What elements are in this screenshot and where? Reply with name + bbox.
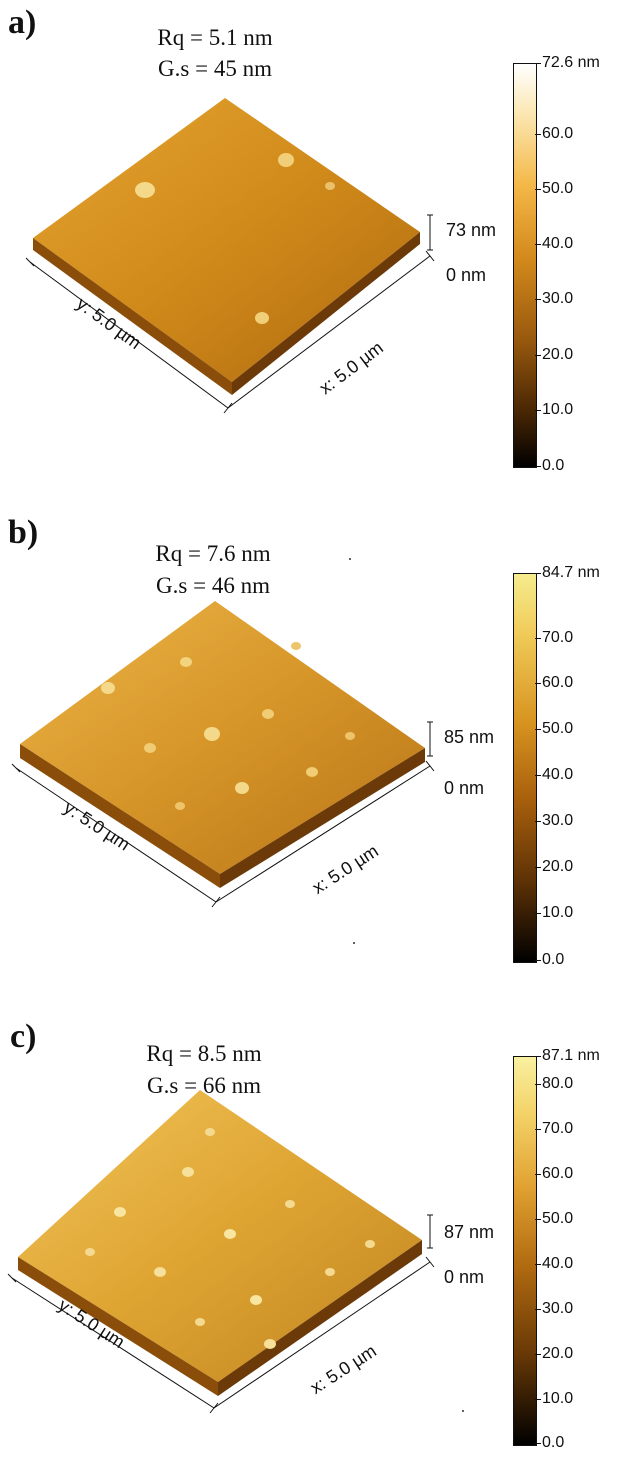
colorbar-tick bbox=[535, 410, 541, 411]
colorbar-tick-label: 50.0 bbox=[542, 1210, 574, 1227]
colorbar-tick bbox=[535, 1309, 541, 1310]
colorbar-tick bbox=[535, 1056, 541, 1057]
axis-lines bbox=[25, 214, 435, 414]
surface-side-left bbox=[33, 238, 232, 395]
x-axis-label: x: 5.0 µm bbox=[315, 337, 386, 398]
colorbar-tick-label: 20.0 bbox=[542, 858, 574, 875]
speck bbox=[349, 558, 351, 560]
colorbar-tick-label: 40.0 bbox=[542, 1255, 574, 1272]
panel-label: b) bbox=[8, 514, 39, 551]
colorbar-tick-label: 40.0 bbox=[542, 235, 574, 252]
speck bbox=[353, 942, 355, 944]
colorbar-tick bbox=[535, 134, 541, 135]
colorbar-max-label: 87.1 nm bbox=[542, 1047, 600, 1064]
colorbar-tick-label: 80.0 bbox=[542, 1075, 574, 1092]
colorbar-tick-label: 60.0 bbox=[542, 125, 574, 142]
colorbar-tick bbox=[535, 1084, 541, 1085]
afm-panel-b: b) Rq = 7.6 nm G.s = 46 nm bbox=[0, 486, 624, 972]
colorbar-tick bbox=[535, 189, 541, 190]
surface-top bbox=[20, 601, 425, 874]
colorbar-tick bbox=[535, 466, 541, 467]
afm-3d-surface: y: 5.0 µm x: 5.0 µm bbox=[7, 1090, 435, 1414]
colorbar bbox=[513, 573, 537, 963]
colorbar-tick bbox=[535, 63, 541, 64]
z-min-label: 0 nm bbox=[444, 778, 485, 798]
colorbar-tick-label: 50.0 bbox=[542, 720, 574, 737]
colorbar-tick-label: 60.0 bbox=[542, 674, 574, 691]
colorbar-tick bbox=[535, 1264, 541, 1265]
colorbar-tick bbox=[535, 729, 541, 730]
colorbar-tick-label: 0.0 bbox=[542, 951, 565, 968]
z-max-label: 87 nm bbox=[444, 1222, 495, 1242]
grain-size-value: G.s = 45 nm bbox=[158, 56, 272, 81]
z-min-label: 0 nm bbox=[446, 265, 487, 285]
colorbar-tick bbox=[535, 821, 541, 822]
colorbar-tick-label: 0.0 bbox=[542, 1434, 565, 1451]
colorbar-tick bbox=[535, 299, 541, 300]
colorbar-tick-label: 20.0 bbox=[542, 1345, 574, 1362]
surface-top bbox=[18, 1090, 422, 1382]
colorbar-max-label: 84.7 nm bbox=[542, 564, 600, 581]
colorbar-tick bbox=[535, 573, 541, 574]
colorbar-tick-label: 10.0 bbox=[542, 401, 574, 418]
surface-top bbox=[33, 98, 420, 382]
colorbar-tick bbox=[535, 960, 541, 961]
colorbar-tick bbox=[535, 638, 541, 639]
colorbar-tick-label: 60.0 bbox=[542, 1165, 574, 1182]
afm-3d-surface: y: 5.0 µm x: 5.0 µm bbox=[25, 98, 435, 414]
colorbar bbox=[513, 1056, 537, 1446]
afm-3d-surface: y: 5.0 µm x: 5.0 µm bbox=[11, 601, 435, 908]
surface-side-right bbox=[218, 1240, 422, 1396]
x-axis-label: x: 5.0 µm bbox=[309, 841, 382, 898]
colorbar-tick-label: 70.0 bbox=[542, 1120, 574, 1137]
colorbar-tick bbox=[535, 1443, 541, 1444]
colorbar-tick bbox=[535, 355, 541, 356]
colorbar-tick-label: 70.0 bbox=[542, 629, 574, 646]
colorbar-tick-label: 30.0 bbox=[542, 1300, 574, 1317]
colorbar-tick bbox=[535, 244, 541, 245]
colorbar-tick-label: 30.0 bbox=[542, 812, 574, 829]
colorbar-tick bbox=[535, 867, 541, 868]
surface-side-right bbox=[220, 748, 425, 888]
colorbar-tick bbox=[535, 913, 541, 914]
panel-label: c) bbox=[10, 1018, 37, 1055]
colorbar bbox=[513, 63, 537, 468]
rq-value: Rq = 5.1 nm bbox=[157, 25, 273, 50]
grain-size-value: G.s = 46 nm bbox=[156, 573, 270, 598]
colorbar-tick bbox=[535, 775, 541, 776]
afm-panel-c: c) Rq = 8.5 nm G.s = 66 nm bbox=[0, 972, 624, 1458]
surface-side-right bbox=[232, 232, 420, 395]
speck bbox=[462, 1410, 464, 1412]
afm-panel-a: a) Rq = 5.1 nm G.s = 45 nm bbox=[0, 0, 624, 486]
z-min-label: 0 nm bbox=[444, 1267, 485, 1287]
axis-lines bbox=[11, 721, 435, 908]
surface-peaks bbox=[101, 642, 355, 810]
colorbar-tick-label: 10.0 bbox=[542, 904, 574, 921]
z-max-label: 73 nm bbox=[446, 220, 497, 240]
colorbar-tick bbox=[535, 1129, 541, 1130]
colorbar-tick-label: 40.0 bbox=[542, 766, 574, 783]
colorbar-tick bbox=[535, 1399, 541, 1400]
axis-lines bbox=[7, 1214, 435, 1414]
surface-peaks bbox=[135, 153, 335, 324]
colorbar-max-label: 72.6 nm bbox=[542, 54, 600, 71]
colorbar-tick-label: 30.0 bbox=[542, 290, 574, 307]
x-axis-label: x: 5.0 µm bbox=[307, 1341, 380, 1398]
colorbar-tick-label: 10.0 bbox=[542, 1390, 574, 1407]
rq-value: Rq = 8.5 nm bbox=[146, 1041, 262, 1066]
colorbar-tick bbox=[535, 1354, 541, 1355]
surface-peaks bbox=[85, 1128, 375, 1349]
colorbar-tick-label: 50.0 bbox=[542, 180, 574, 197]
z-max-label: 85 nm bbox=[444, 727, 495, 747]
colorbar-tick bbox=[535, 1174, 541, 1175]
colorbar-tick bbox=[535, 1219, 541, 1220]
colorbar-tick bbox=[535, 683, 541, 684]
colorbar-tick-label: 0.0 bbox=[542, 457, 565, 474]
rq-value: Rq = 7.6 nm bbox=[155, 541, 271, 566]
surface-side-left bbox=[18, 1257, 218, 1396]
panel-label: a) bbox=[8, 4, 37, 41]
surface-side-left bbox=[20, 744, 220, 888]
colorbar-tick-label: 20.0 bbox=[542, 346, 574, 363]
